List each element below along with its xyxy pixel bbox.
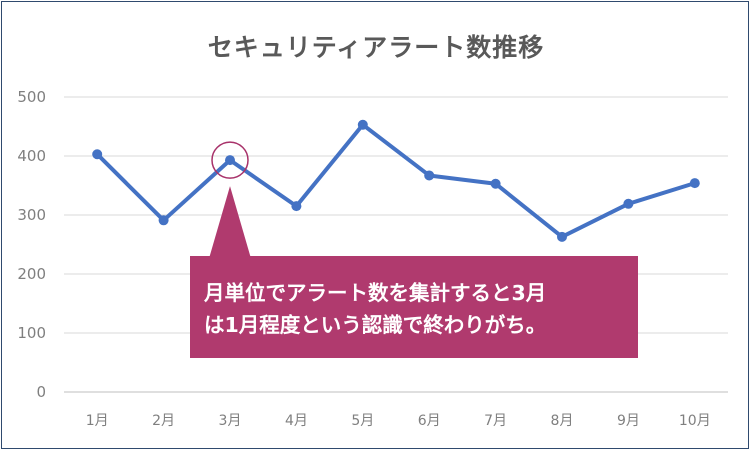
data-point (158, 215, 169, 226)
callout-line-2: は1月程度という認識で終わりがち。 (204, 313, 547, 337)
y-tick-label: 100 (17, 324, 46, 342)
x-tick-label: 2月 (152, 413, 175, 429)
x-tick-label: 1月 (86, 413, 109, 429)
data-point (424, 170, 435, 181)
y-tick-label: 200 (17, 265, 46, 283)
y-tick-label: 0 (36, 383, 46, 401)
data-point (623, 198, 634, 209)
data-point (92, 149, 103, 160)
x-tick-label: 4月 (285, 413, 308, 429)
x-tick-label: 6月 (418, 413, 441, 429)
data-point (225, 155, 235, 166)
data-point (490, 178, 501, 189)
x-tick-label: 8月 (551, 413, 574, 429)
y-tick-label: 400 (17, 147, 46, 165)
highlight-ring (211, 141, 249, 179)
chart-title: セキュリティアラート数推移 (207, 33, 545, 62)
x-tick-label: 7月 (484, 413, 507, 429)
callout-text: 月単位でアラート数を集計すると3月 は1月程度という認識で終わりがち。 (190, 256, 638, 358)
data-point (291, 201, 302, 212)
series-line (95, 122, 697, 239)
data-point (689, 178, 700, 189)
data-point (557, 231, 567, 242)
callout-box (190, 256, 638, 358)
data-point (357, 119, 368, 130)
y-tick-label: 300 (17, 206, 46, 224)
callout-pointer (208, 186, 252, 262)
y-tick-label: 500 (17, 88, 46, 106)
x-tick-label: 10月 (679, 413, 711, 429)
x-tick-label: 5月 (351, 413, 374, 429)
x-tick-label: 9月 (617, 413, 640, 429)
callout-line-1: 月単位でアラート数を集計すると3月 (204, 281, 547, 305)
x-tick-label: 3月 (219, 413, 242, 429)
